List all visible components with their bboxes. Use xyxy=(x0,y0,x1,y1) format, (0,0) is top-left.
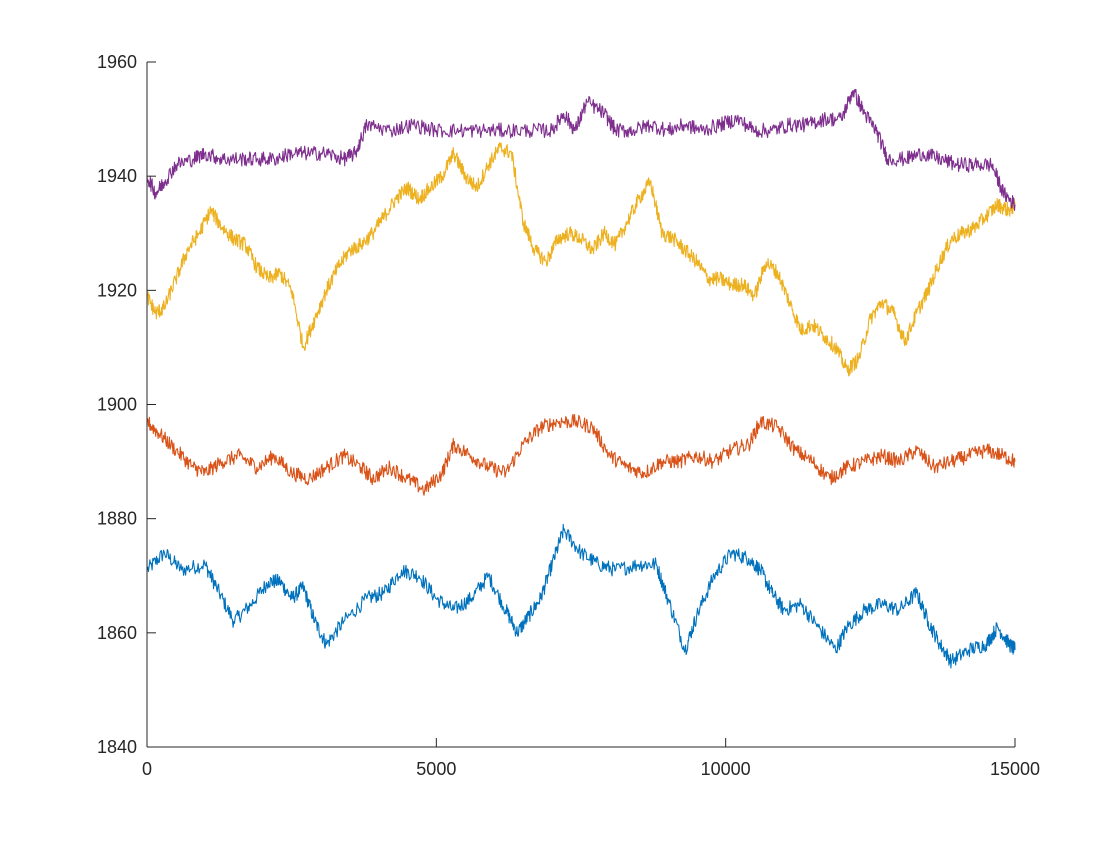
series-line-4 xyxy=(146,88,1016,211)
x-tick-label: 15000 xyxy=(990,759,1040,779)
y-tick-label: 1920 xyxy=(97,280,137,300)
series-line-1 xyxy=(146,523,1016,669)
y-tick-label: 1960 xyxy=(97,52,137,72)
series-line-3 xyxy=(146,142,1016,377)
y-tick-label: 1840 xyxy=(97,737,137,757)
y-tick-label: 1860 xyxy=(97,623,137,643)
axes-layer xyxy=(146,62,1015,748)
ticks-layer: 1840 1860 1880 1900 1920 1940 1960 0 5000 10000 15… xyxy=(97,52,1040,779)
y-tick-label: 1900 xyxy=(97,395,137,415)
x-tick-label: 0 xyxy=(142,759,152,779)
y-tick-label: 1940 xyxy=(97,166,137,186)
x-tick-label: 10000 xyxy=(701,759,751,779)
y-tick-label: 1880 xyxy=(97,509,137,529)
series-layer xyxy=(146,88,1016,669)
series-line-2 xyxy=(146,413,1016,496)
x-tick-label: 5000 xyxy=(416,759,456,779)
